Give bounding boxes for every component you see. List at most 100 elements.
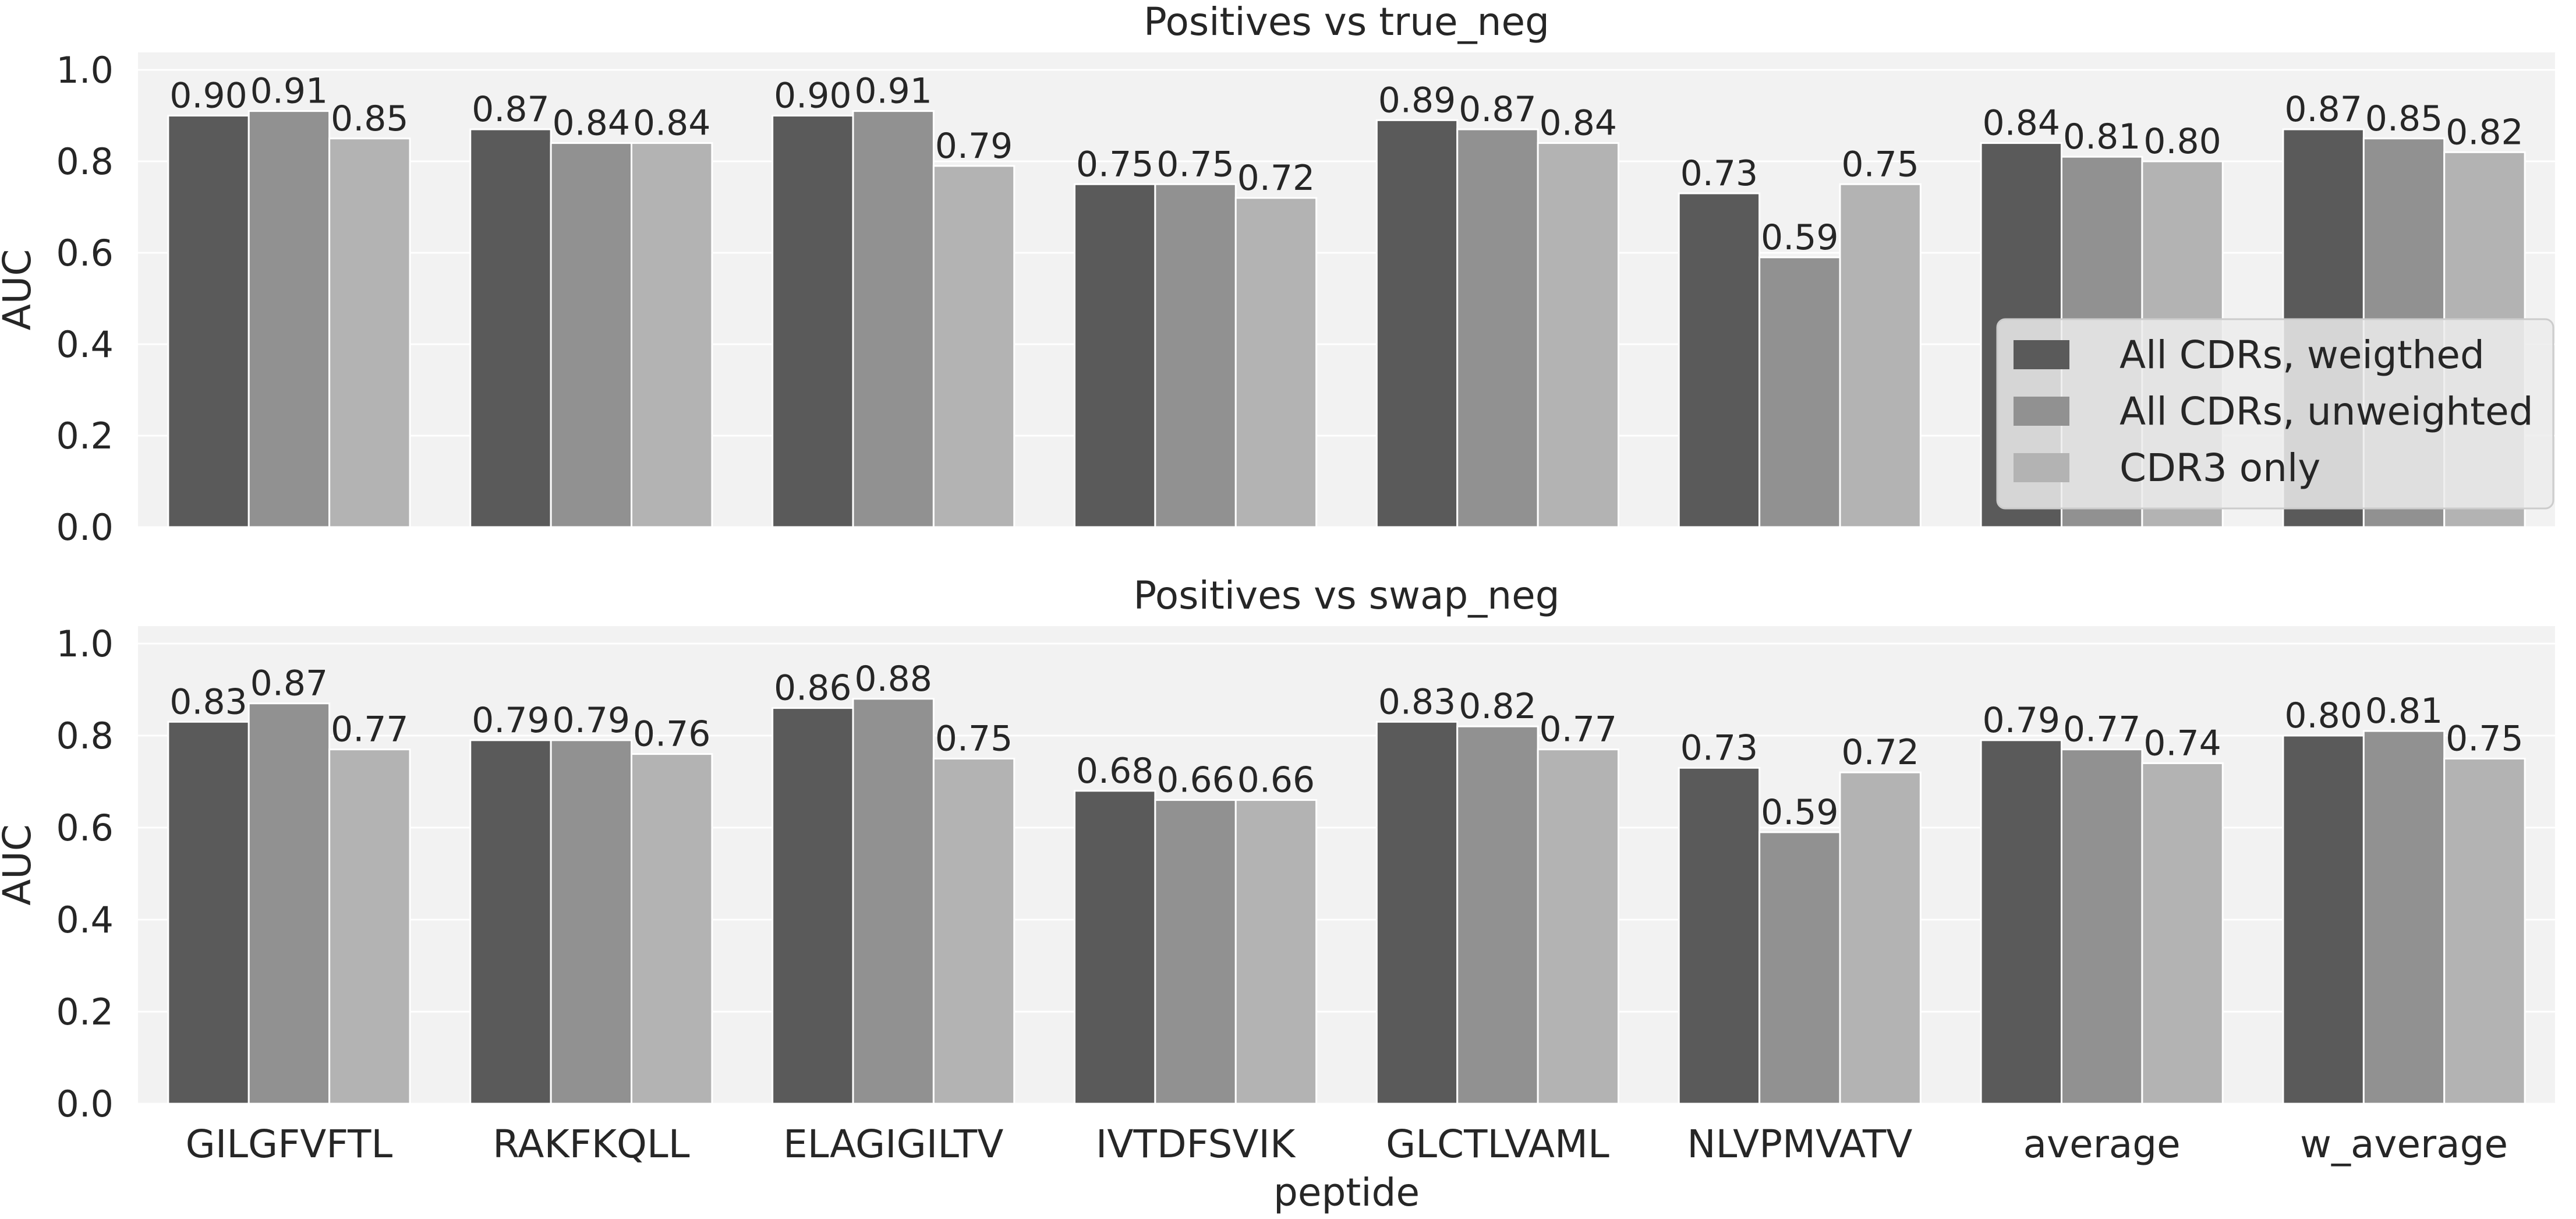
panel-1-ytick-label: 0.2 bbox=[56, 991, 114, 1033]
panel-0-data-label: 0.75 bbox=[1076, 144, 1154, 185]
panel-0-bar bbox=[247, 110, 331, 528]
panel-1-bar bbox=[1980, 739, 2062, 1105]
panel-0-ytick-label: 0.0 bbox=[56, 506, 114, 549]
panel-1-bar bbox=[932, 758, 1015, 1105]
panel-1-bar bbox=[167, 720, 250, 1105]
panel-0-bar bbox=[1456, 128, 1539, 528]
panel-1-bar bbox=[2060, 748, 2143, 1105]
panel-1-data-label: 0.75 bbox=[935, 719, 1013, 759]
legend-entry-label: All CDRs, weigthed bbox=[2119, 333, 2485, 377]
panel-0-data-label: 0.90 bbox=[169, 76, 247, 116]
panel-0-data-label: 0.73 bbox=[1680, 153, 1758, 194]
legend-swatch bbox=[2014, 397, 2069, 426]
panel-1-data-label: 0.80 bbox=[2284, 695, 2362, 736]
xtick-label: GLCTLVAML bbox=[1386, 1122, 1609, 1167]
panel-0-bar bbox=[852, 110, 935, 528]
panel-0-ytick-label: 0.2 bbox=[56, 415, 114, 457]
panel-1-data-label: 0.59 bbox=[1761, 792, 1839, 833]
panel-0-bar bbox=[1537, 142, 1620, 528]
panel-0-data-label: 0.91 bbox=[854, 71, 932, 112]
panel-0-data-label: 0.72 bbox=[1237, 158, 1315, 199]
panel-0-data-label: 0.91 bbox=[250, 71, 328, 112]
panel-0-bar bbox=[1758, 256, 1841, 528]
panel-1-data-label: 0.76 bbox=[633, 714, 711, 755]
panel-0-ytick-label: 0.4 bbox=[56, 323, 114, 366]
panel-1-data-label: 0.83 bbox=[169, 681, 247, 722]
panel-1-bar bbox=[2443, 758, 2526, 1105]
panel-0-bar bbox=[469, 128, 552, 528]
xtick-label: average bbox=[2023, 1122, 2181, 1167]
panel-1-bar bbox=[1758, 831, 1841, 1105]
panel-0-bar bbox=[1839, 183, 1922, 528]
panel-0-bar bbox=[932, 165, 1015, 528]
panel-1-bar bbox=[1678, 766, 1761, 1105]
panel-0-ytick-label: 0.6 bbox=[56, 232, 114, 274]
panel-1-bar bbox=[1456, 725, 1539, 1105]
legend-swatch bbox=[2014, 340, 2069, 369]
panel-0-bar bbox=[1154, 183, 1237, 528]
panel-0-bar bbox=[328, 137, 411, 528]
panel-1-data-label: 0.86 bbox=[774, 668, 852, 709]
panel-1-data-label: 0.75 bbox=[2446, 719, 2524, 759]
panel-1-bar bbox=[631, 753, 713, 1105]
panel-1-bar bbox=[852, 698, 935, 1105]
panel-0-bar bbox=[631, 142, 713, 528]
xtick-label: w_average bbox=[2300, 1122, 2508, 1167]
panel-0-data-label: 0.87 bbox=[2284, 89, 2362, 130]
legend bbox=[1996, 318, 2554, 510]
legend-entry-label: All CDRs, unweighted bbox=[2119, 389, 2533, 434]
panel-1-data-label: 0.81 bbox=[2365, 691, 2443, 732]
panel-1-data-label: 0.82 bbox=[1459, 686, 1537, 727]
panel-1-bar bbox=[1839, 771, 1922, 1105]
panel-0-data-label: 0.89 bbox=[1378, 80, 1456, 121]
panel-0-bar bbox=[1073, 183, 1156, 528]
panel-1-bar bbox=[550, 739, 633, 1105]
panel-0-bar bbox=[772, 115, 854, 528]
panel-1-data-label: 0.77 bbox=[1540, 709, 1618, 750]
panel-1-bar bbox=[1234, 799, 1318, 1105]
panel-0-bar bbox=[167, 115, 250, 528]
panel-0-data-label: 0.80 bbox=[2143, 121, 2221, 162]
panel-1-title: Positives vs swap_neg bbox=[1133, 573, 1559, 618]
panel-1-data-label: 0.77 bbox=[331, 709, 409, 750]
panel-1-data-label: 0.79 bbox=[472, 700, 550, 741]
panel-1-bar bbox=[247, 702, 331, 1105]
panel-1-ytick-label: 0.0 bbox=[56, 1083, 114, 1125]
panel-1-ytick-label: 0.4 bbox=[56, 899, 114, 941]
panel-1-data-label: 0.74 bbox=[2143, 723, 2221, 764]
panel-1-data-label: 0.79 bbox=[553, 700, 631, 741]
panel-0-bar bbox=[550, 142, 633, 528]
panel-1-bar bbox=[1073, 790, 1156, 1105]
panel-0-data-label: 0.87 bbox=[1459, 89, 1537, 130]
panel-0-ytick-label: 0.8 bbox=[56, 140, 114, 183]
panel-1-bar bbox=[328, 748, 411, 1105]
legend-entry-label: CDR3 only bbox=[2119, 446, 2320, 490]
panel-0-title: Positives vs true_neg bbox=[1144, 0, 1549, 44]
panel-0-data-label: 0.75 bbox=[1841, 144, 1919, 185]
panel-0-bar bbox=[1234, 197, 1318, 528]
panel-1-data-label: 0.68 bbox=[1076, 751, 1154, 792]
panel-1-bar bbox=[1537, 748, 1620, 1105]
panel-0-bar bbox=[1375, 119, 1459, 528]
panel-0-bar bbox=[1678, 192, 1761, 528]
panel-1-data-label: 0.72 bbox=[1841, 732, 1919, 773]
panel-1-data-label: 0.66 bbox=[1237, 760, 1315, 801]
panel-0-ytick-label: 1.0 bbox=[56, 49, 114, 91]
xtick-label: ELAGIGILTV bbox=[783, 1122, 1003, 1167]
panel-0-data-label: 0.79 bbox=[935, 126, 1013, 167]
xtick-label: IVTDFSVIK bbox=[1096, 1122, 1296, 1167]
panel-1-data-label: 0.83 bbox=[1378, 681, 1456, 722]
panel-0-ylabel: AUC bbox=[0, 249, 40, 331]
panel-1-bar bbox=[2362, 730, 2446, 1105]
panel-0-data-label: 0.84 bbox=[633, 103, 711, 144]
panel-1-bar bbox=[1154, 799, 1237, 1105]
panel-1-data-label: 0.66 bbox=[1156, 760, 1234, 801]
panel-1-bar bbox=[772, 707, 854, 1105]
panel-1-bar bbox=[2282, 734, 2365, 1105]
panel-1-data-label: 0.79 bbox=[1983, 700, 2061, 741]
legend-swatch bbox=[2014, 453, 2069, 482]
panel-1-data-label: 0.77 bbox=[2063, 709, 2141, 750]
panel-1-ytick-label: 0.8 bbox=[56, 715, 114, 757]
